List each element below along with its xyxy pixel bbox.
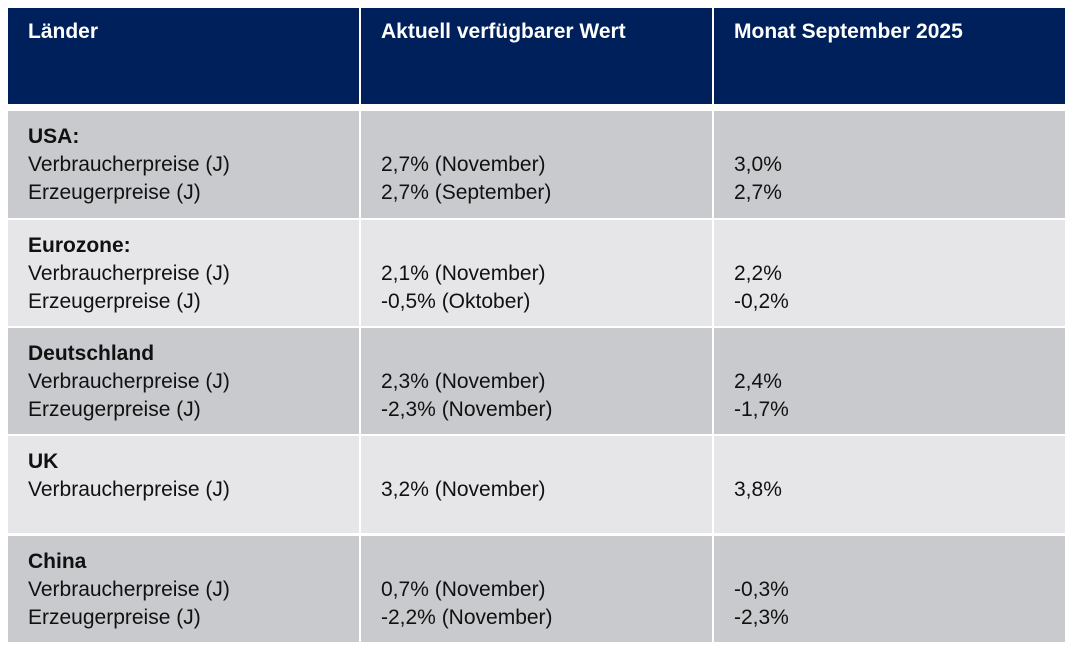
table-row: UK Verbraucherpreise (J) 3,2% (November) 3,…: [8, 436, 1065, 533]
header-row: Länder Aktuell verfügbarer Wert Monat Sept…: [8, 8, 1065, 104]
header-cell: Monat September 2025: [714, 8, 1065, 104]
spacer: [734, 232, 1065, 260]
cell: 2,7% (November) 2,7% (September): [361, 111, 712, 218]
cell: China Verbraucherpreise (J) Erzeugerpreise…: [8, 536, 359, 642]
september-value: -1,7%: [734, 398, 789, 421]
september-value: 2,4%: [734, 370, 782, 393]
spacer: [381, 548, 712, 576]
current-value: -2,3% (November): [381, 398, 553, 421]
table-row: USA: Verbraucherpreise (J) Erzeugerpreise …: [8, 111, 1065, 218]
september-value: 3,8%: [734, 478, 782, 501]
cell: Eurozone: Verbraucherpreise (J) Erzeugerpr…: [8, 220, 359, 326]
header-cell: Aktuell verfügbarer Wert: [361, 8, 712, 104]
current-value: 2,7% (November): [381, 153, 546, 176]
spacer: [381, 340, 712, 368]
cell: -0,3% -2,3%: [714, 536, 1065, 642]
cell: 2,4% -1,7%: [714, 328, 1065, 434]
september-value: -0,2%: [734, 290, 789, 313]
indicator-label: Erzeugerpreise (J): [28, 606, 201, 629]
indicator-label: Verbraucherpreise (J): [28, 478, 230, 501]
cell: 0,7% (November) -2,2% (November): [361, 536, 712, 642]
cell: 3,2% (November): [361, 436, 712, 533]
table-row: China Verbraucherpreise (J) Erzeugerpreise…: [8, 536, 1065, 642]
country-name: China: [28, 550, 87, 573]
current-value: -2,2% (November): [381, 606, 553, 629]
current-value: 2,1% (November): [381, 262, 546, 285]
spacer: [734, 123, 1065, 151]
current-value: 0,7% (November): [381, 578, 546, 601]
spacer: [381, 123, 712, 151]
table-row: Deutschland Verbraucherpreise (J) Erzeuger…: [8, 328, 1065, 434]
cell: 3,8%: [714, 436, 1065, 533]
indicator-label: Verbraucherpreise (J): [28, 370, 230, 393]
indicator-label: Verbraucherpreise (J): [28, 153, 230, 176]
current-value: 2,7% (September): [381, 181, 552, 204]
country-name: USA:: [28, 125, 80, 148]
current-value: -0,5% (Oktober): [381, 290, 531, 313]
cell: Deutschland Verbraucherpreise (J) Erzeuger…: [8, 328, 359, 434]
header-cell: Länder: [8, 8, 359, 104]
september-value: -2,3%: [734, 606, 789, 629]
cell: 2,1% (November) -0,5% (Oktober): [361, 220, 712, 326]
cell: 3,0% 2,7%: [714, 111, 1065, 218]
table-row: Eurozone: Verbraucherpreise (J) Erzeugerpr…: [8, 220, 1065, 326]
spacer: [734, 340, 1065, 368]
september-value: -0,3%: [734, 578, 789, 601]
cell: 2,3% (November) -2,3% (November): [361, 328, 712, 434]
indicator-label: Verbraucherpreise (J): [28, 578, 230, 601]
spacer: [381, 448, 712, 476]
september-value: 2,7%: [734, 181, 782, 204]
indicator-label: Erzeugerpreise (J): [28, 290, 201, 313]
indicator-label: Verbraucherpreise (J): [28, 262, 230, 285]
current-value: 2,3% (November): [381, 370, 546, 393]
country-name: Deutschland: [28, 342, 155, 365]
spacer: [381, 232, 712, 260]
cell: USA: Verbraucherpreise (J) Erzeugerpreise …: [8, 111, 359, 218]
september-value: 2,2%: [734, 262, 782, 285]
spacer: [734, 448, 1065, 476]
indicator-label: Erzeugerpreise (J): [28, 398, 201, 421]
cell: 2,2% -0,2%: [714, 220, 1065, 326]
country-name: UK: [28, 450, 59, 473]
indicator-label: Erzeugerpreise (J): [28, 181, 201, 204]
country-name: Eurozone:: [28, 234, 131, 257]
spacer: [734, 548, 1065, 576]
september-value: 3,0%: [734, 153, 782, 176]
current-value: 3,2% (November): [381, 478, 546, 501]
cell: UK Verbraucherpreise (J): [8, 436, 359, 533]
